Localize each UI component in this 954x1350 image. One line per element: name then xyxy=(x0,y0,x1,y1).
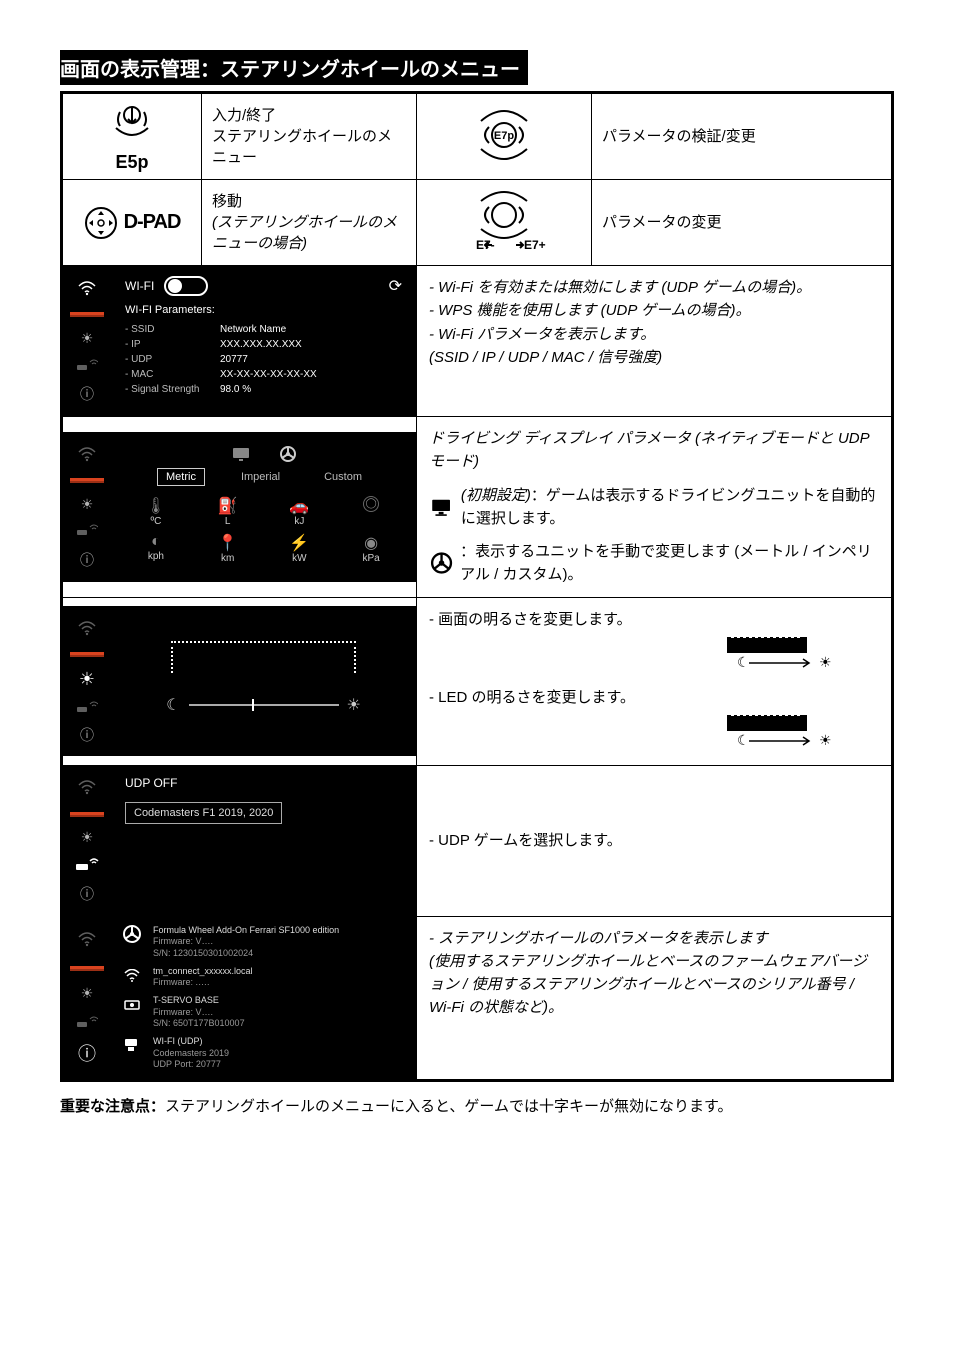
e7p-icon-cell: E7p xyxy=(417,93,592,180)
control-row-1: E5p 入力/終了 ステアリングホイールのメニュー E7p パラメータの検証/変… xyxy=(62,93,893,180)
info-icon: ⓘ xyxy=(80,387,94,401)
svg-text:E7p: E7p xyxy=(494,130,514,142)
orange-bar-icon xyxy=(70,652,104,657)
side-nav: ☀ ⓘ xyxy=(63,766,111,916)
brightness-icon: ☀ xyxy=(81,986,94,1000)
control-row-2: D-PAD 移動 (ステアリングホイールのメニューの場合) E7- E7+ パラ… xyxy=(62,180,893,266)
wifi-icon xyxy=(77,621,97,639)
brightness-icon: ☀ xyxy=(81,497,94,511)
tab-custom[interactable]: Custom xyxy=(316,469,370,485)
console-icon xyxy=(121,1036,143,1059)
info-row: ☀ ⓘ Formula Wheel Add-On Ferrari SF1000 … xyxy=(62,916,893,1081)
wifi-icon xyxy=(77,780,97,798)
wifi-screen: ☀ ⓘ WI-FI ⟳ WI-FI Parameters: - SSIDNetw… xyxy=(62,266,417,417)
page-title: 画面の表示管理：ステアリングホイールのメニュー xyxy=(60,50,528,85)
udp-desc: - UDP ゲームを選択します。 xyxy=(417,765,893,916)
brightness-screen: ☀ ⓘ ☾ ☀ xyxy=(62,597,417,765)
side-nav: ☀ ⓘ xyxy=(63,432,111,582)
unit-grid: 🌡ºC ⛽L 🚗kJ ◯ ◐kph 📍km ⚡kW ◉kPa xyxy=(125,496,402,564)
units-desc: ドライビング ディスプレイ パラメータ (ネイティブモードと UDP モード) … xyxy=(417,417,893,598)
udp-small-icon xyxy=(76,359,98,374)
info-screen: ☀ ⓘ Formula Wheel Add-On Ferrari SF1000 … xyxy=(62,916,417,1081)
orange-bar-icon xyxy=(70,478,104,483)
dpad-icon-cell: D-PAD xyxy=(62,180,202,266)
svg-text:E7+: E7+ xyxy=(524,238,546,252)
brightness-icon: ☀ xyxy=(79,670,95,688)
info-icon: ⓘ xyxy=(80,553,94,567)
wifi-params-header: WI-FI Parameters: xyxy=(125,304,402,316)
brightness-icon: ☀ xyxy=(81,830,94,844)
wifi-desc: - Wi-Fi を有効または無効にします (UDP ゲームの場合)。 - WPS… xyxy=(417,266,893,417)
orange-bar-icon xyxy=(70,812,104,817)
info-icon: ⓘ xyxy=(80,728,94,742)
tab-imperial[interactable]: Imperial xyxy=(233,469,288,485)
info-udp: WI-FI (UDP) Codemasters 2019 UDP Port: 2… xyxy=(121,1036,406,1071)
wifi-param-list: - SSIDNetwork Name - IPXXX.XXX.XX.XXX - … xyxy=(125,322,402,397)
encoder-rotate-icon: E7- E7+ xyxy=(454,189,554,253)
main-table: E5p 入力/終了 ステアリングホイールのメニュー E7p パラメータの検証/変… xyxy=(60,91,894,1082)
e7-rotate-cell: E7- E7+ xyxy=(417,180,592,266)
tab-metric[interactable]: Metric xyxy=(157,468,205,486)
info-wheel: Formula Wheel Add-On Ferrari SF1000 edit… xyxy=(121,925,406,960)
udp-small-icon xyxy=(76,1016,98,1030)
info-desc: - ステアリングホイールのパラメータを表示します (使用するステアリングホイール… xyxy=(417,916,893,1081)
screen-brightness-indicator xyxy=(171,647,356,673)
info-wifi: tm_connect_xxxxxx.local Firmware: .…. xyxy=(121,966,406,989)
e5p-desc: 入力/終了 ステアリングホイールのメニュー xyxy=(202,93,417,180)
wifi-mini-icon xyxy=(121,966,143,989)
e5p-icon-cell: E5p xyxy=(62,93,202,180)
wheel-inline-icon xyxy=(429,549,454,577)
encoder-e7p-icon: E7p xyxy=(469,107,539,163)
base-icon xyxy=(121,995,143,1018)
monitor-inline-icon xyxy=(429,495,455,519)
info-icon: ⓘ xyxy=(78,1045,96,1063)
orange-bar-icon xyxy=(70,966,104,971)
info-base: T-SERVO BASE Firmware: V…. S/N: 650T177B… xyxy=(121,995,406,1030)
footnote: 重要な注意点：ステアリングホイールのメニューに入ると、ゲームでは十字キーが無効に… xyxy=(60,1096,894,1119)
svg-text:☾: ☾ xyxy=(737,654,750,669)
units-row: ☀ ⓘ Metric Imperial Custom 🌡ºC xyxy=(62,417,893,598)
dpad-label: D-PAD xyxy=(124,211,181,234)
brightness-icon: ☀ xyxy=(81,331,94,345)
udp-screen: ☀ ⓘ UDP OFF Codemasters F1 2019, 2020 xyxy=(62,765,417,916)
side-nav: ☀ ⓘ xyxy=(63,917,111,1080)
wheel-icon xyxy=(121,925,143,949)
brightness-desc: - 画面の明るさを変更します。 ☀ ☾ - LED の明るさを変更します。 ☀ xyxy=(417,597,893,765)
wheel-small-icon xyxy=(279,446,297,462)
udp-small-icon xyxy=(76,524,98,539)
wifi-title: WI-FI xyxy=(125,279,154,293)
udp-game-select[interactable]: Codemasters F1 2019, 2020 xyxy=(125,802,282,824)
monitor-icon xyxy=(231,446,251,462)
wifi-row: ☀ ⓘ WI-FI ⟳ WI-FI Parameters: - SSIDNetw… xyxy=(62,266,893,417)
wifi-icon xyxy=(77,447,97,465)
svg-text:☾: ☾ xyxy=(737,732,750,747)
wifi-icon xyxy=(77,281,97,299)
brightness-slider[interactable]: ☾ ☀ xyxy=(166,695,361,715)
e5p-label: E5p xyxy=(69,152,195,173)
svg-text:☀: ☀ xyxy=(819,732,832,747)
udp-small-icon xyxy=(75,857,99,873)
side-nav: ☀ ⓘ xyxy=(63,606,111,756)
wifi-icon xyxy=(77,932,97,950)
wps-icon[interactable]: ⟳ xyxy=(389,276,402,296)
dpad-icon xyxy=(84,206,118,240)
svg-text:☀: ☀ xyxy=(819,654,832,669)
dpad-desc: 移動 (ステアリングホイールのメニューの場合) xyxy=(202,180,417,266)
e7-rotate-desc: パラメータの変更 xyxy=(592,180,893,266)
udp-row: ☀ ⓘ UDP OFF Codemasters F1 2019, 2020 - … xyxy=(62,765,893,916)
wifi-toggle[interactable] xyxy=(164,276,208,296)
brightness-row: ☀ ⓘ ☾ ☀ - 画面の明るさを変更します。 xyxy=(62,597,893,765)
udp-status: UDP OFF xyxy=(125,776,402,790)
side-nav: ☀ ⓘ xyxy=(63,266,111,416)
encoder-press-icon xyxy=(110,100,154,148)
led-brightness-illus: ☀ ☾ xyxy=(719,711,839,747)
orange-bar-icon xyxy=(70,312,104,317)
e7p-desc: パラメータの検証/変更 xyxy=(592,93,893,180)
screen-brightness-illus: ☀ ☾ xyxy=(719,633,839,669)
units-screen: ☀ ⓘ Metric Imperial Custom 🌡ºC xyxy=(62,417,417,598)
info-icon: ⓘ xyxy=(80,887,94,901)
udp-small-icon xyxy=(76,701,98,715)
